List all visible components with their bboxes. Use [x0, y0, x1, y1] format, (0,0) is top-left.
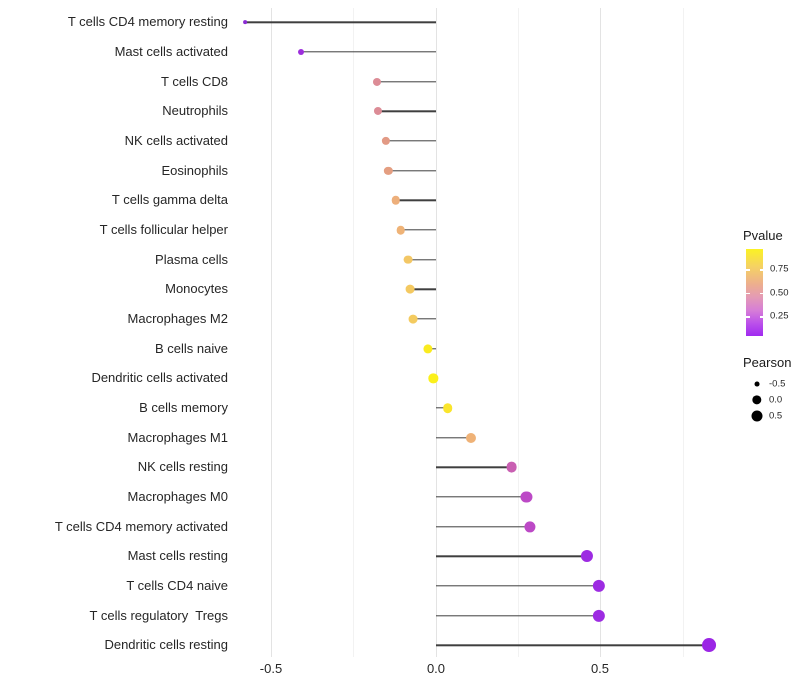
colorbar-tick-label: 0.50	[770, 287, 789, 298]
lollipop-stem	[388, 169, 436, 172]
pearson-legend-entry: 0.5	[743, 408, 800, 424]
category-label: T cells CD4 memory resting	[67, 14, 228, 30]
category-label: Dendritic cells activated	[91, 370, 228, 386]
category-label: B cells memory	[139, 399, 228, 415]
lollipop-stem	[410, 288, 436, 290]
category-label: Macrophages M1	[127, 429, 228, 445]
lollipop-stem	[436, 644, 710, 646]
category-label: Mast cells resting	[127, 548, 228, 564]
category-label: B cells naive	[155, 340, 228, 356]
lollipop-stem	[301, 51, 436, 53]
pearson-legend: Pearson -0.5 0.0 0.5	[743, 355, 800, 424]
gridline	[353, 8, 354, 657]
x-axis-tick-label: -0.5	[259, 661, 283, 676]
lollipop-dot	[372, 77, 381, 86]
category-label: T cells CD8	[161, 73, 228, 89]
lollipop-stem	[400, 229, 436, 231]
gridline	[436, 8, 437, 657]
lollipop-stem	[436, 555, 588, 557]
lollipop-stem	[395, 199, 436, 202]
colorbar-tick	[746, 316, 750, 318]
lollipop-dot	[702, 638, 717, 653]
pearson-legend-label: -0.5	[769, 378, 786, 390]
lollipop-dot	[384, 166, 393, 175]
lollipop-stem	[436, 407, 448, 409]
lollipop-stem	[436, 496, 527, 498]
lollipop-dot	[592, 609, 605, 622]
category-label: Macrophages M2	[127, 310, 228, 326]
lollipop-stem	[245, 21, 436, 24]
pearson-legend-label: 0.5	[769, 410, 783, 422]
colorbar-tick	[759, 316, 763, 318]
lollipop-stem	[436, 585, 599, 587]
lollipop-dot	[391, 196, 401, 205]
x-axis-tick-label: 0.0	[426, 661, 446, 676]
category-label: Eosinophils	[161, 162, 229, 178]
category-label: Dendritic cells resting	[104, 637, 228, 653]
category-label: T cells follicular helper	[99, 221, 228, 237]
x-axis-tick-label: 0.5	[590, 661, 610, 676]
category-label: Plasma cells	[155, 251, 228, 267]
lollipop-dot	[506, 461, 518, 473]
lollipop-dot	[298, 49, 305, 56]
gridline	[683, 8, 684, 657]
category-label: T cells regulatory Tregs	[89, 607, 228, 623]
lollipop-stem	[436, 436, 471, 439]
lollipop-stem	[436, 466, 512, 468]
lollipop-dot	[243, 20, 248, 25]
lollipop-dot	[524, 520, 536, 533]
lollipop-stem	[376, 81, 436, 83]
pvalue-legend: Pvalue 0.75 0.50 0.25	[743, 228, 800, 336]
gridline	[518, 8, 519, 657]
lollipop-dot	[408, 314, 418, 324]
gridline	[271, 8, 272, 657]
category-label: T cells gamma delta	[111, 192, 228, 208]
colorbar-tick-label: 0.75	[770, 263, 789, 275]
lollipop-stem	[436, 525, 530, 528]
lollipop-dot	[520, 491, 533, 503]
colorbar-tick-label: 0.25	[770, 310, 789, 322]
category-label: T cells CD4 naive	[126, 577, 228, 593]
lollipop-dot	[428, 373, 439, 383]
colorbar-tick	[759, 269, 763, 271]
pearson-legend-entries: -0.5 0.0 0.5	[743, 376, 800, 424]
lollipop-dot	[423, 343, 433, 354]
pearson-legend-entry: -0.5	[743, 376, 800, 392]
pvalue-legend-title: Pvalue	[743, 228, 783, 243]
lollipop-stem	[408, 258, 436, 261]
category-label: NK cells resting	[137, 459, 228, 475]
lollipop-dot	[465, 432, 476, 443]
colorbar-tick	[746, 292, 750, 294]
pearson-legend-entry: 0.0	[743, 392, 800, 408]
lollipop-dot	[442, 403, 453, 413]
lollipop-dot	[592, 579, 605, 592]
pvalue-colorbar: 0.75 0.50 0.25	[746, 249, 789, 336]
lollipop-dot	[581, 550, 594, 563]
lollipop-stem	[377, 110, 436, 113]
pearson-legend-dot	[752, 395, 762, 405]
lollipop-stem	[412, 318, 436, 320]
category-label: Macrophages M0	[127, 488, 228, 504]
lollipop-dot	[405, 284, 415, 294]
category-label: Mast cells activated	[114, 44, 228, 60]
category-label: NK cells activated	[124, 133, 228, 149]
lollipop-stem	[385, 140, 436, 142]
lollipop-stem	[436, 614, 599, 617]
colorbar-tick	[746, 269, 750, 271]
lollipop-dot	[381, 136, 391, 146]
lollipop-dot	[396, 225, 406, 235]
pearson-legend-title: Pearson	[743, 355, 792, 370]
gridline	[600, 8, 601, 657]
pearson-legend-dot	[751, 410, 763, 422]
category-label: Monocytes	[165, 281, 228, 297]
category-label: Neutrophils	[162, 103, 228, 119]
colorbar-tick	[759, 292, 763, 294]
pearson-legend-label: 0.0	[769, 394, 783, 406]
category-label: T cells CD4 memory activated	[54, 518, 228, 534]
lollipop-dot	[403, 255, 413, 265]
pearson-legend-dot	[754, 381, 760, 387]
lollipop-dot	[373, 107, 382, 116]
